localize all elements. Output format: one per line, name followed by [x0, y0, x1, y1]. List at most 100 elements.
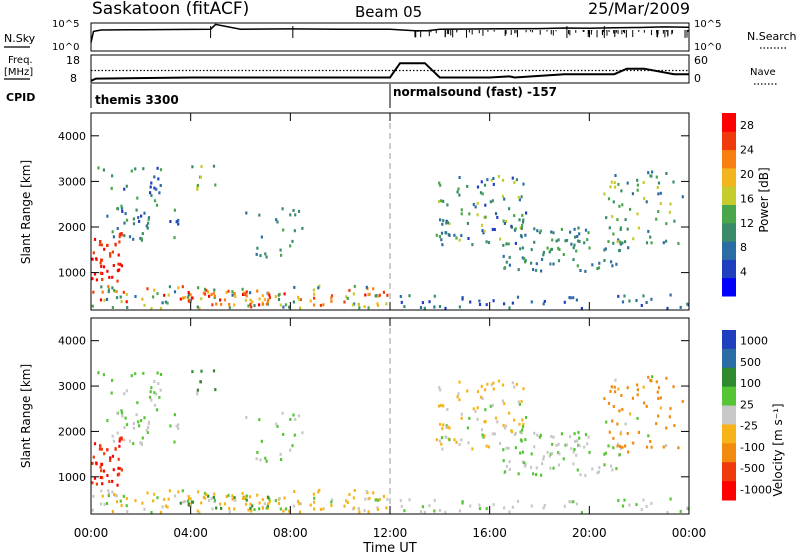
- power-cell: [95, 257, 98, 261]
- x-tick-label: 12:00: [373, 526, 408, 540]
- power-cell: [91, 257, 94, 261]
- power-cell: [519, 247, 522, 251]
- velocity-cell: [191, 370, 194, 374]
- power-cell: [198, 306, 201, 310]
- velocity-cell: [574, 440, 577, 443]
- velocity-cell: [103, 502, 106, 506]
- velocity-cell: [583, 445, 586, 449]
- velocity-cell: [97, 371, 100, 375]
- velocity-cell: [173, 440, 176, 444]
- power-cell: [376, 302, 379, 306]
- power-cell: [196, 305, 199, 309]
- power-cell: [132, 217, 135, 221]
- power-cell: [228, 306, 231, 310]
- velocity-cell: [146, 431, 149, 434]
- velocity-cell: [433, 509, 436, 513]
- velocity-cell: [564, 443, 567, 447]
- power-cell: [496, 215, 499, 219]
- velocity-cell: [111, 510, 114, 513]
- power-panel-frame: [90, 112, 690, 311]
- power-cell: [611, 215, 614, 219]
- power-cell: [213, 288, 216, 292]
- power-cell: [112, 235, 115, 239]
- power-cell: [485, 303, 488, 307]
- power-cell: [276, 220, 279, 224]
- power-cell: [441, 222, 444, 226]
- power-colorbar-segment: [722, 113, 736, 132]
- velocity-cell: [489, 404, 492, 408]
- power-cell: [278, 292, 281, 296]
- velocity-cell: [184, 500, 187, 503]
- power-cell: [140, 214, 143, 218]
- velocity-cell: [190, 500, 193, 504]
- velocity-cell: [446, 408, 449, 411]
- freq-label-2: [MHz]: [4, 67, 33, 78]
- velocity-cell: [501, 383, 505, 387]
- power-cell: [173, 290, 177, 294]
- velocity-cell: [281, 411, 284, 415]
- power-cell: [617, 182, 620, 186]
- x-tick-label: 00:00: [74, 526, 109, 540]
- power-cell: [513, 214, 516, 218]
- velocity-cell: [508, 467, 511, 471]
- power-cell: [377, 294, 380, 298]
- power-cell: [491, 199, 494, 203]
- velocity-cell: [636, 383, 639, 387]
- power-cell: [650, 241, 653, 245]
- velocity-cell: [155, 408, 159, 412]
- power-colorbar-tick: 16: [740, 192, 754, 205]
- power-cell: [204, 292, 207, 296]
- velocity-cell: [214, 388, 217, 392]
- power-cell: [275, 218, 278, 222]
- velocity-cell: [491, 432, 494, 436]
- velocity-cell: [505, 464, 508, 468]
- power-cell: [107, 290, 110, 294]
- velocity-cell: [572, 462, 575, 466]
- power-cell: [446, 221, 449, 225]
- velocity-cell: [138, 424, 141, 428]
- power-cell: [177, 218, 180, 222]
- velocity-cell: [530, 465, 533, 469]
- velocity-cell: [642, 385, 645, 389]
- velocity-cell: [441, 427, 444, 431]
- velocity-cell: [659, 406, 662, 410]
- power-cell: [538, 231, 541, 235]
- power-cell: [247, 304, 250, 308]
- velocity-cell: [636, 393, 639, 397]
- velocity-cell: [111, 434, 114, 438]
- velocity-cell: [439, 422, 442, 426]
- power-cell: [572, 258, 575, 262]
- power-cell: [647, 229, 650, 233]
- velocity-cell: [573, 448, 576, 451]
- power-cell: [618, 204, 621, 208]
- power-cell: [121, 210, 124, 213]
- power-cell: [268, 296, 271, 300]
- velocity-cell: [109, 459, 112, 462]
- power-cell: [291, 239, 294, 243]
- power-cell: [438, 305, 442, 308]
- power-cell: [245, 290, 248, 294]
- power-cell: [197, 286, 200, 290]
- power-cell: [629, 207, 632, 211]
- velocity-cell: [573, 432, 576, 436]
- velocity-cell: [284, 507, 288, 511]
- velocity-cell: [523, 461, 526, 465]
- power-cell: [153, 288, 156, 292]
- velocity-cell: [196, 392, 199, 396]
- velocity-cell: [120, 437, 123, 441]
- velocity-cell: [511, 505, 514, 509]
- velocity-cell: [540, 473, 543, 477]
- velocity-cell: [189, 503, 192, 507]
- velocity-cell: [266, 506, 269, 510]
- power-cell: [191, 165, 194, 169]
- velocity-cell: [363, 509, 366, 513]
- power-cell: [444, 231, 447, 235]
- velocity-cell: [536, 433, 539, 437]
- nsky-label: N.Sky: [4, 32, 36, 45]
- velocity-cell: [618, 453, 621, 457]
- power-cell: [155, 203, 159, 207]
- velocity-cell: [213, 492, 216, 496]
- power-cell: [374, 294, 377, 298]
- power-cell: [444, 306, 447, 310]
- velocity-cell: [612, 405, 615, 408]
